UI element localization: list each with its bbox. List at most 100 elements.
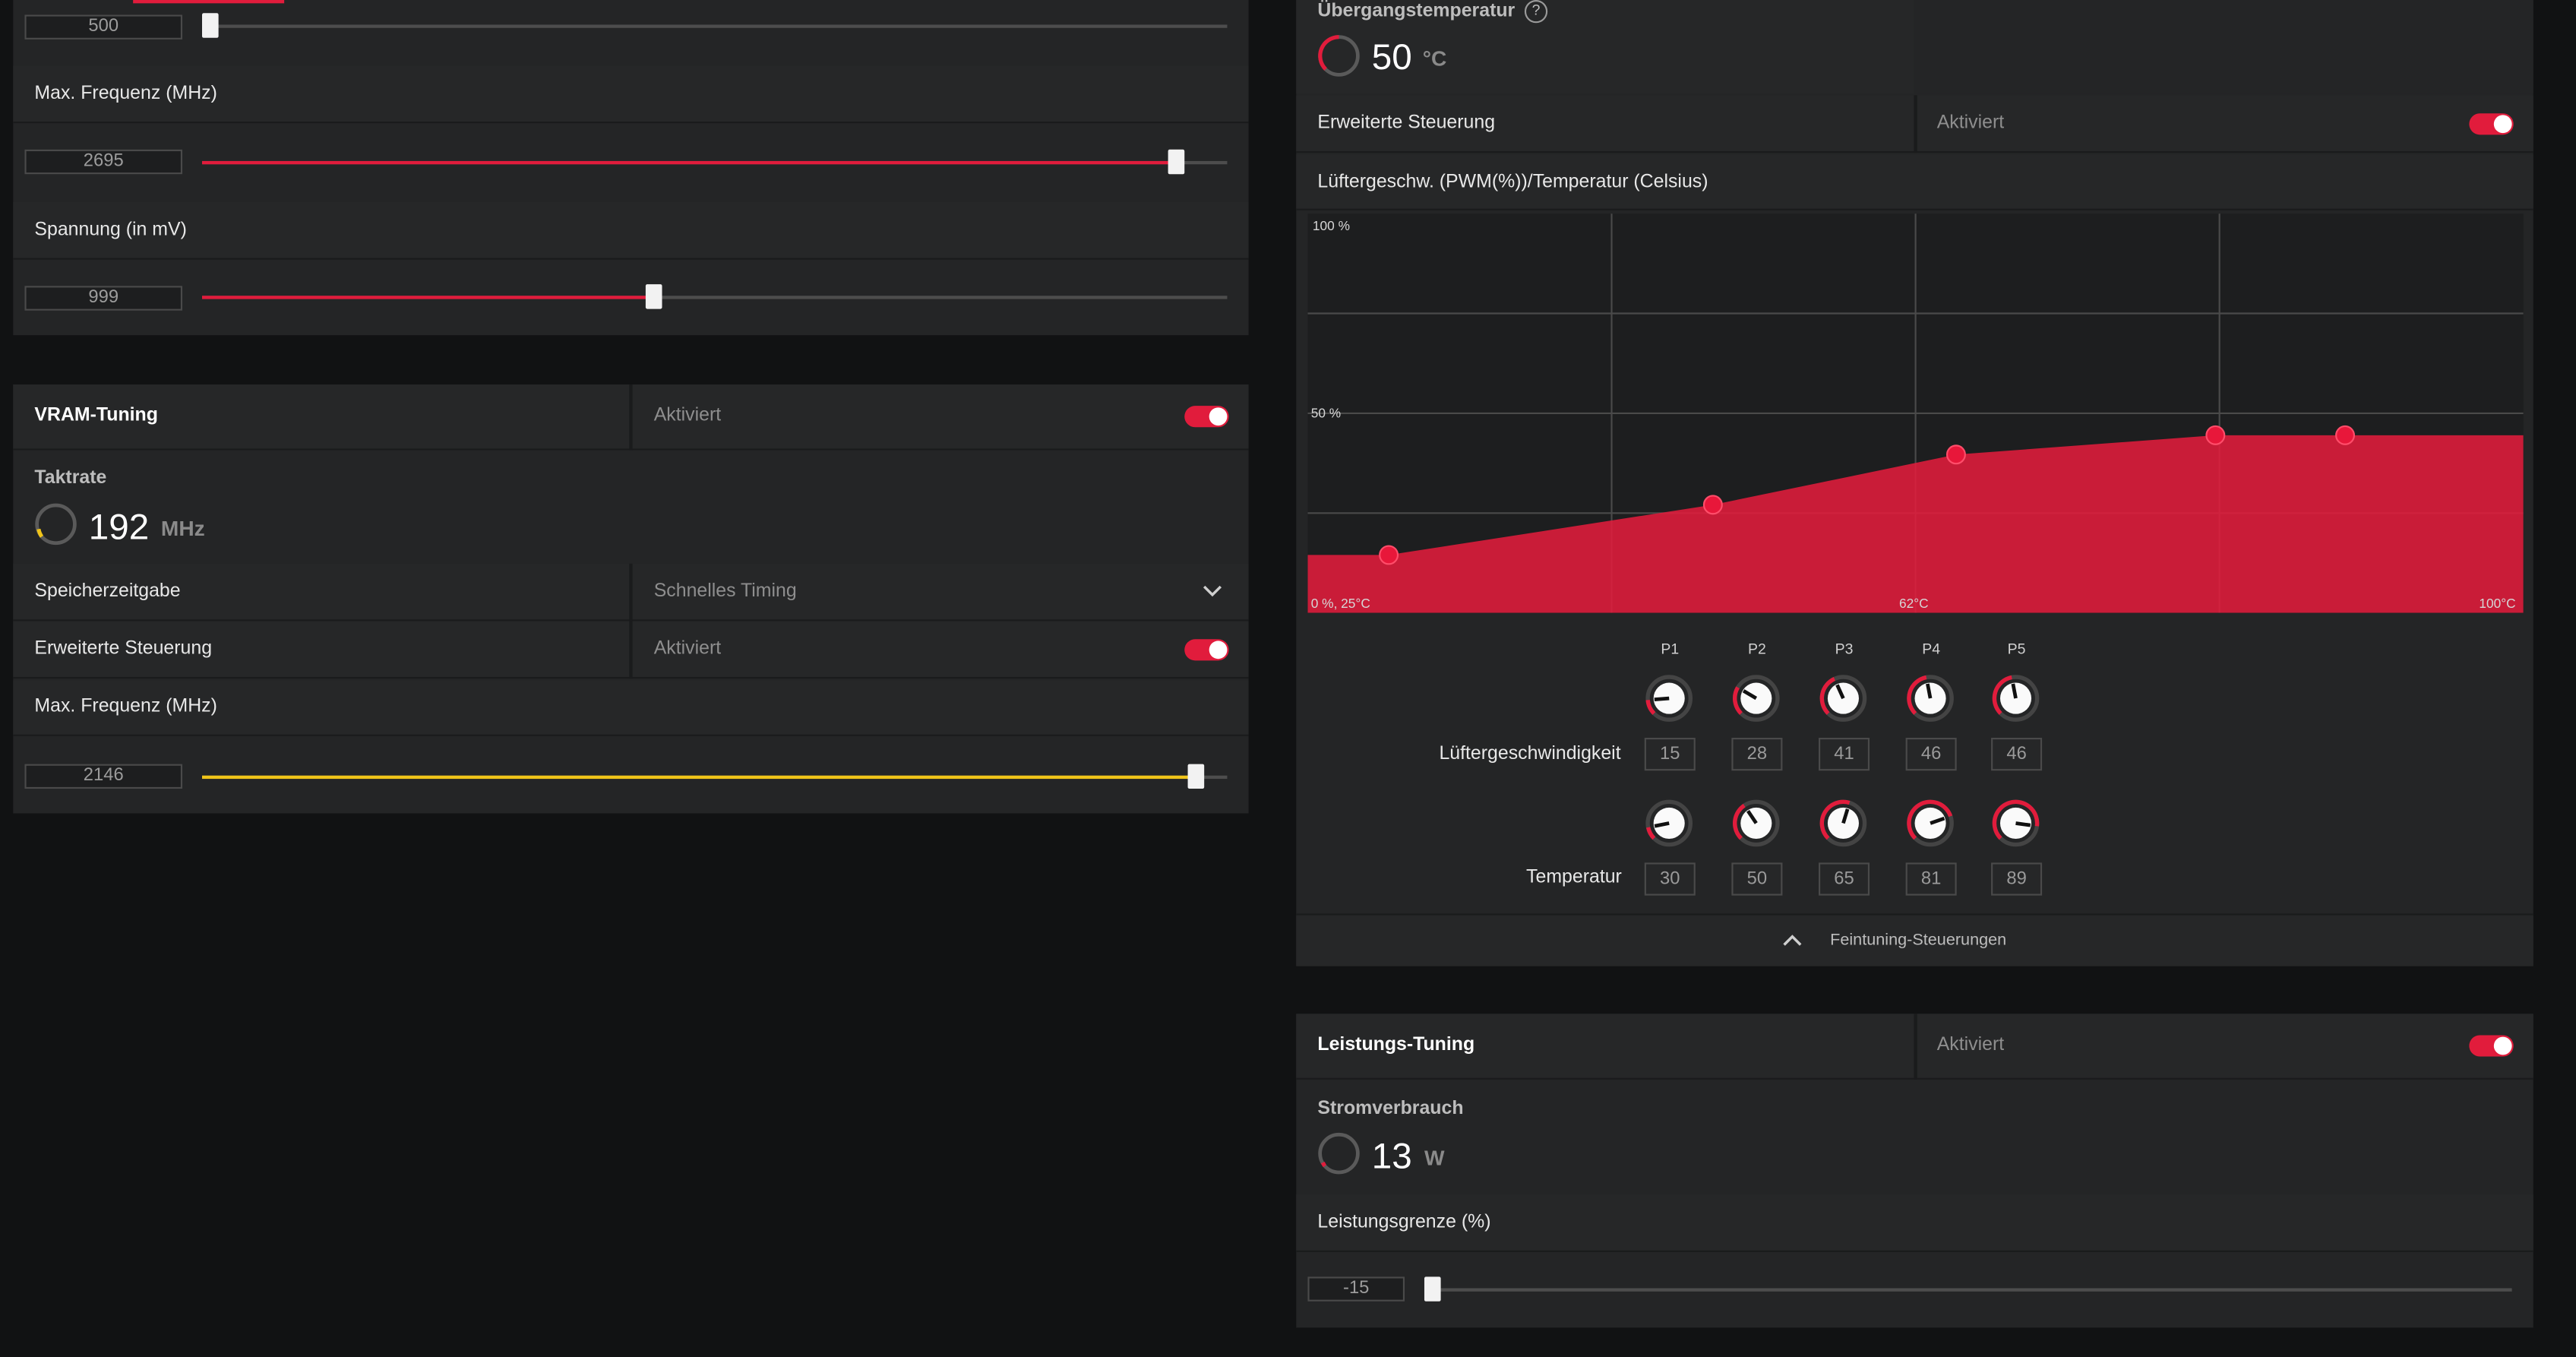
temp-knob-p2[interactable]: [1731, 799, 1781, 848]
timing-dropdown[interactable]: Schnelles Timing: [633, 564, 1249, 622]
vram-advanced-toggle[interactable]: [1184, 639, 1229, 661]
power-header: Leistungs-Tuning Aktiviert: [1296, 1014, 2533, 1080]
limit-header: Leistungsgrenze (%): [1296, 1194, 2533, 1252]
consumption-unit: W: [1424, 1145, 1445, 1170]
vram-tuning-panel: VRAM-Tuning Aktiviert Taktrate 192 MHz S…: [13, 384, 1249, 814]
consumption-value: 13: [1371, 1135, 1412, 1177]
point-label-p4: P4: [1922, 641, 1941, 658]
consumption-label: Stromverbrauch: [1317, 1099, 1464, 1119]
fan-advanced-label: Erweiterte Steuerung: [1317, 113, 1496, 134]
voltage-input[interactable]: 999: [24, 286, 183, 311]
voltage-thumb[interactable]: [644, 284, 662, 309]
limit-thumb[interactable]: [1424, 1276, 1441, 1302]
point-label-p2: P2: [1747, 641, 1766, 658]
fan-tuning-panel: Übergangstemperatur ? 50 °C Erweiterte S…: [1296, 0, 2533, 966]
temp-gauge-icon: [1318, 35, 1360, 77]
fan-advanced-status: Aktiviert: [1936, 113, 2005, 134]
chevron-up-icon: [1783, 935, 1802, 946]
temp-knob-p1[interactable]: [1645, 799, 1694, 848]
clock-value: 192: [88, 506, 150, 548]
temp-input-p1[interactable]: 30: [1644, 862, 1696, 896]
fan-points-grid: P1 15 30 P2 28 50 P3 41 65 P4 46 81 P5 46 89: [1296, 0, 2533, 920]
divider: [1914, 1014, 1917, 1080]
speed-input-p2[interactable]: 28: [1731, 738, 1783, 771]
limit-slider[interactable]: [1424, 1276, 2512, 1302]
power-tuning-panel: Leistungs-Tuning Aktiviert Stromverbrauc…: [1296, 1014, 2533, 1328]
temp-input-p5[interactable]: 89: [1991, 862, 2043, 896]
help-icon[interactable]: ?: [1524, 0, 1548, 24]
fan-advanced-toggle[interactable]: [2469, 113, 2514, 135]
temp-knob-p4[interactable]: [1906, 799, 1955, 848]
speed-input-p4[interactable]: 46: [1905, 738, 1957, 771]
speed-knob-p5[interactable]: [1991, 674, 2040, 723]
fan-curve-svg[interactable]: [1307, 214, 2524, 613]
curve-point-p3[interactable]: [1945, 444, 1966, 465]
speed-knob-p3[interactable]: [1819, 674, 1868, 723]
curve-point-p1[interactable]: [1379, 545, 1399, 565]
fan-curve-chart[interactable]: 100 % 50 % 0 %, 25°C 62°C 100°C: [1307, 214, 2524, 613]
fan-empty-cell: [1917, 0, 2533, 94]
temp-value: 50: [1371, 36, 1412, 77]
temp-input-p3[interactable]: 65: [1818, 862, 1870, 896]
vram-advanced-label: Erweiterte Steuerung: [34, 639, 213, 660]
temp-input-p4[interactable]: 81: [1905, 862, 1957, 896]
vram-max-freq-slider[interactable]: [201, 764, 1228, 789]
junction-temp-label: Übergangstemperatur: [1317, 2, 1516, 22]
max-freq-label: Max. Frequenz (MHz): [34, 84, 217, 104]
axis-top-label: 100 %: [1312, 218, 1350, 234]
min-freq-thumb[interactable]: [201, 13, 219, 38]
point-label-p3: P3: [1835, 641, 1854, 658]
clock-unit: MHz: [160, 516, 205, 541]
temp-row-label: Temperatur: [1526, 867, 1622, 887]
axis-center-label: 62°C: [1898, 596, 1929, 612]
fan-advanced-row: Erweiterte Steuerung Aktiviert: [1296, 95, 2533, 153]
speed-knob-p2[interactable]: [1731, 674, 1781, 723]
vram-advanced-status: Aktiviert: [653, 639, 722, 660]
tab-indicator: [133, 0, 285, 4]
speed-input-p1[interactable]: 15: [1644, 738, 1696, 771]
timing-label: Speicherzeitgabe: [34, 581, 181, 602]
temp-knob-p3[interactable]: [1819, 799, 1868, 848]
speed-input-p5[interactable]: 46: [1991, 738, 2043, 771]
chevron-down-icon: [1203, 585, 1222, 597]
min-freq-input[interactable]: 500: [24, 14, 183, 40]
power-toggle[interactable]: [2469, 1035, 2514, 1057]
max-freq-thumb[interactable]: [1168, 149, 1184, 175]
max-freq-fill: [201, 160, 1176, 165]
max-freq-slider[interactable]: [201, 149, 1228, 175]
fan-curve-area: [1307, 435, 2524, 613]
divider: [629, 384, 633, 451]
divider: [629, 621, 633, 679]
power-status: Aktiviert: [1936, 1035, 2005, 1055]
min-freq-slider[interactable]: [201, 13, 1228, 38]
clock-gauge-icon: [35, 503, 77, 546]
max-freq-input[interactable]: 2695: [24, 149, 183, 175]
vram-max-freq-header: Max. Frequenz (MHz): [13, 680, 1249, 736]
axis-mid-label: 50 %: [1310, 406, 1342, 421]
fan-curve-header: Lüftergeschw. (PWM(%))/Temperatur (Celsi…: [1296, 154, 2533, 210]
speed-row-label: Lüftergeschwindigkeit: [1439, 744, 1621, 764]
voltage-fill: [201, 296, 653, 299]
axis-origin-label: 0 %, 25°C: [1310, 596, 1370, 612]
temp-knob-p5[interactable]: [1991, 799, 2040, 848]
axis-right-label: 100°C: [2479, 596, 2516, 612]
fine-tune-toggle[interactable]: Feintuning-Steuerungen: [1296, 913, 2533, 966]
max-freq-header: Max. Frequenz (MHz): [13, 65, 1249, 124]
vram-toggle[interactable]: [1184, 406, 1229, 428]
speed-input-p3[interactable]: 41: [1818, 738, 1870, 771]
vram-max-freq-input[interactable]: 2146: [24, 764, 183, 789]
vram-max-freq-thumb[interactable]: [1188, 764, 1205, 789]
curve-point-p5[interactable]: [2335, 425, 2356, 445]
speed-knob-p1[interactable]: [1645, 674, 1694, 723]
gpu-tuning-panel: 500 Max. Frequenz (MHz) 2695 Spannung (i…: [13, 0, 1249, 336]
divider: [1914, 95, 1917, 153]
speed-knob-p4[interactable]: [1906, 674, 1955, 723]
voltage-slider[interactable]: [201, 284, 1228, 309]
temp-input-p2[interactable]: 50: [1731, 862, 1783, 896]
vram-max-freq-label: Max. Frequenz (MHz): [34, 696, 217, 716]
limit-input[interactable]: -15: [1307, 1276, 1405, 1302]
fan-curve-title: Lüftergeschw. (PWM(%))/Temperatur (Celsi…: [1317, 172, 1708, 193]
curve-point-p2[interactable]: [1702, 495, 1723, 515]
junction-temp-block: Übergangstemperatur ? 50 °C: [1296, 0, 1914, 94]
curve-point-p4[interactable]: [2205, 425, 2226, 445]
